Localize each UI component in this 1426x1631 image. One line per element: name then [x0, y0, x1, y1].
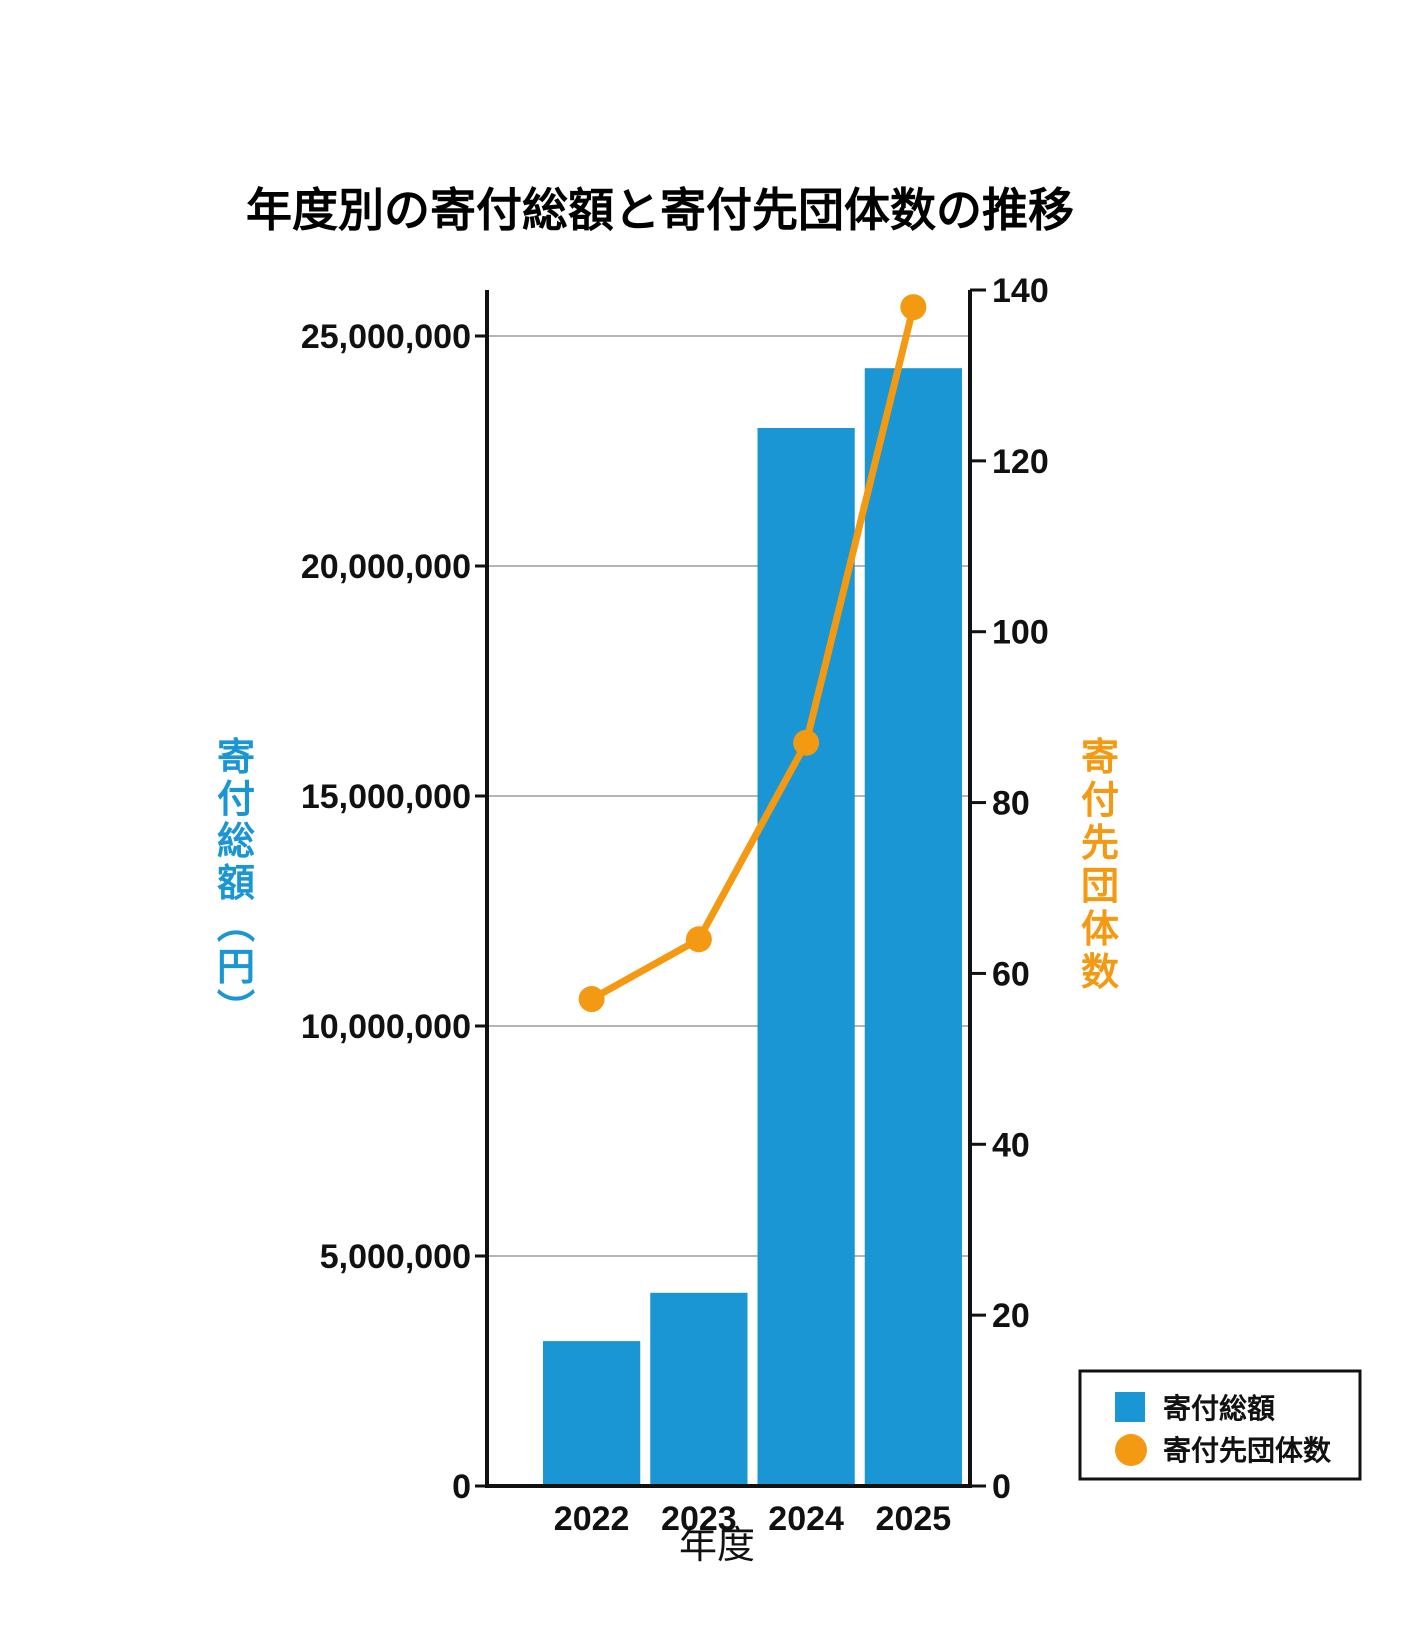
- right-tick-label: 0: [992, 1468, 1011, 1506]
- left-tick-label: 5,000,000: [320, 1238, 471, 1276]
- x-tick-label: 2023: [661, 1500, 737, 1538]
- right-tick-label: 80: [992, 785, 1030, 823]
- legend-bar-label: 寄付総額: [1163, 1392, 1275, 1425]
- right-tick-label: 20: [992, 1297, 1030, 1335]
- x-tick-label: 2025: [876, 1500, 952, 1538]
- bar-series: [543, 368, 962, 1487]
- legend-box: [1078, 1369, 1362, 1481]
- x-tick-label: 2022: [554, 1500, 630, 1538]
- chart-title: 年度別の寄付総額と寄付先団体数の推移: [246, 183, 1074, 237]
- legend-bar-swatch: [1115, 1392, 1145, 1422]
- left-label-text: 寄付総額︵円︶: [217, 735, 255, 1031]
- right-tick-label: 100: [992, 614, 1049, 652]
- x-tick-label: 2024: [768, 1500, 844, 1538]
- left-axis-ticks: 0 5,000,000 10,000,000 15,000,000 20,000,000…: [301, 318, 487, 1506]
- legend-line-label: 寄付先団体数: [1163, 1434, 1332, 1467]
- right-axis-title: 寄付先団体数: [1081, 735, 1119, 994]
- line-point-2025: [900, 294, 927, 321]
- right-tick-label: 60: [992, 955, 1030, 993]
- left-tick-label: 25,000,000: [301, 318, 471, 356]
- line-series: [578, 294, 927, 1013]
- axes: [485, 290, 972, 1488]
- line-point-2024: [793, 729, 820, 756]
- left-axis-title: 寄付総額︵円︶: [217, 735, 255, 1031]
- right-tick-label: 140: [992, 272, 1049, 310]
- x-axis-title: 年度: [679, 1523, 755, 1567]
- left-tick-label: 20,000,000: [301, 548, 471, 586]
- legend: 寄付総額 寄付先団体数: [1078, 1369, 1362, 1481]
- right-label-text: 寄付先団体数: [1081, 735, 1119, 994]
- bar-2024: [757, 428, 855, 1486]
- right-tick-label: 120: [992, 443, 1049, 481]
- right-tick-label: 40: [992, 1126, 1030, 1164]
- line-point-2023: [685, 926, 712, 953]
- left-tick-label: 0: [452, 1468, 471, 1506]
- left-tick-label: 15,000,000: [301, 778, 471, 816]
- bar-2025: [864, 368, 962, 1487]
- right-axis-ticks: 0 20 40 60 80 100 120 140: [970, 272, 1049, 1506]
- bar-2022: [543, 1341, 641, 1486]
- bar-2023: [650, 1292, 748, 1486]
- x-axis-categories: 2022 2023 2024 2025: [554, 1500, 951, 1538]
- line-path: [589, 306, 917, 1003]
- legend-line-swatch: [1115, 1434, 1147, 1466]
- left-tick-label: 10,000,000: [301, 1008, 471, 1046]
- line-point-2022: [578, 986, 605, 1013]
